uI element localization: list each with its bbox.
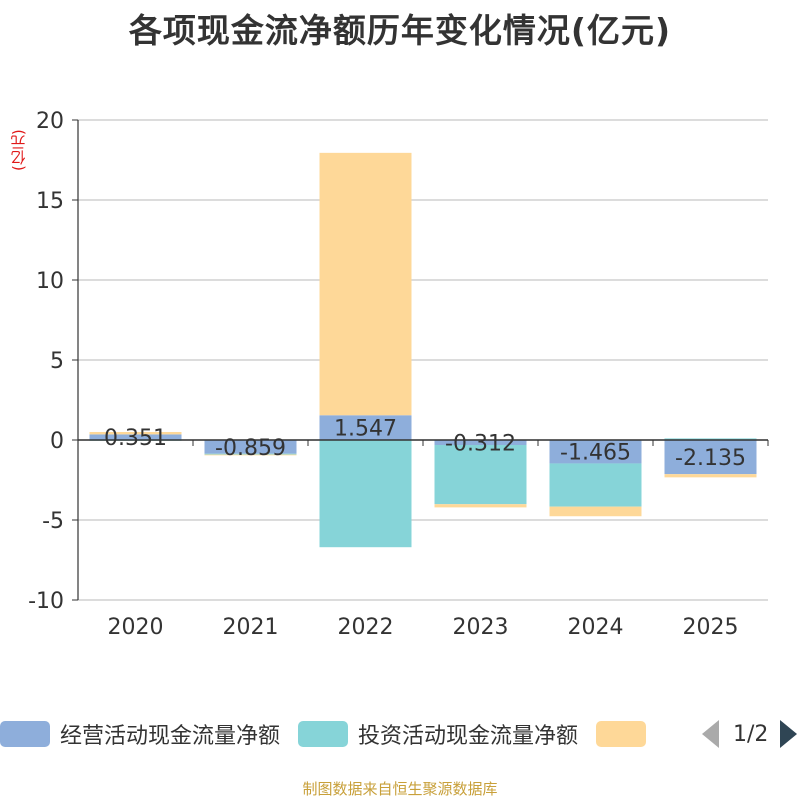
data-label-2020: 0.351 [104, 426, 167, 451]
y-tick-label: 10 [36, 269, 64, 294]
x-tick-label: 2024 [568, 615, 624, 640]
x-tick-label: 2023 [453, 615, 509, 640]
chart-title: 各项现金流净额历年变化情况(亿元) [128, 11, 672, 50]
bar-series1-2023 [434, 444, 527, 505]
legend-page-indicator: 1/2 [733, 721, 769, 747]
legend-pager: 1/2 [700, 716, 800, 752]
bar-series2-2024 [549, 506, 642, 517]
legend-label-operating: 经营活动现金流量净额 [60, 724, 281, 749]
bar-series0-2021 [204, 440, 297, 454]
x-tick-label: 2025 [683, 615, 739, 640]
y-tick-label: -10 [28, 589, 64, 614]
bar-series2-2023 [434, 504, 527, 508]
y-tick-label: 0 [50, 429, 64, 454]
bar-series0-2020 [89, 434, 182, 440]
bar-series1-2021 [204, 453, 297, 455]
bar-series0-2022 [319, 415, 412, 440]
bar-series0-2024 [549, 440, 642, 464]
legend-swatch-investing [298, 721, 349, 747]
y-tick-label: -5 [42, 509, 64, 534]
bar-series0-2023 [434, 440, 527, 445]
legend-label-investing: 投资活动现金流量净额 [358, 724, 579, 749]
data-source-note: 制图数据来自恒生聚源数据库 [302, 780, 498, 798]
bar-series1-2024 [549, 463, 642, 507]
data-label-2024: -1.465 [560, 441, 631, 466]
bar-series2-2025 [664, 474, 757, 478]
data-label-2023: -0.312 [445, 431, 516, 456]
legend-swatch-third [596, 721, 647, 747]
data-label-2021: -0.859 [215, 436, 286, 461]
data-label-2025: -2.135 [675, 446, 746, 471]
legend-prev-page-icon[interactable] [702, 720, 719, 748]
y-tick-label: 5 [50, 349, 64, 374]
bar-series1-2022 [319, 440, 412, 548]
legend-swatch-operating [0, 721, 50, 747]
x-tick-label: 2022 [338, 615, 394, 640]
cash-flow-chart: 20 15 10 5 0 -5 -10 2020 2021 2022 2023 2024 2025 0.3… [28, 109, 769, 640]
x-tick-label: 2020 [108, 615, 164, 640]
bar-series1-2025 [664, 438, 757, 440]
y-tick-label: 15 [36, 189, 64, 214]
legend-item-third[interactable] [596, 721, 656, 747]
bar-series2-2022 [319, 152, 412, 416]
bar-series2-2021 [204, 454, 297, 456]
data-label-2022: 1.547 [334, 417, 397, 442]
legend-item-operating[interactable]: 经营活动现金流量净额 [0, 718, 280, 750]
y-tick-label: 20 [36, 109, 64, 134]
legend-next-page-icon[interactable] [780, 720, 798, 748]
x-tick-label: 2021 [223, 615, 279, 640]
bar-series0-2025 [664, 440, 757, 475]
bar-series2-2020 [89, 431, 182, 435]
legend-item-investing[interactable]: 投资活动现金流量净额 [298, 718, 578, 750]
legend: 经营活动现金流量净额 投资活动现金流量净额 [0, 714, 800, 754]
